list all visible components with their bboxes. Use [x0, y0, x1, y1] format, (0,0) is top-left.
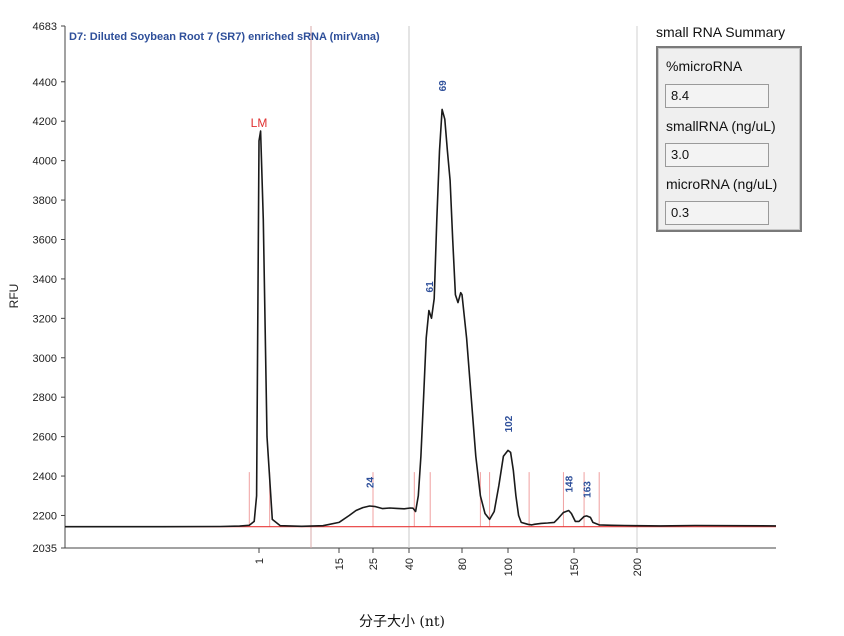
- y-tick-label: 3600: [33, 234, 57, 246]
- summary-value-microrna-percent: 8.4: [665, 84, 769, 108]
- y-tick-label: 4400: [33, 77, 57, 89]
- summary-label-smallrna-conc: smallRNA (ng/uL): [666, 118, 776, 134]
- y-tick-label: 2400: [33, 471, 57, 483]
- y-tick-label: 2800: [33, 392, 57, 404]
- y-tick-label: 3800: [33, 195, 57, 207]
- x-tick-label: 150: [569, 558, 581, 576]
- summary-label-microrna-percent: %microRNA: [666, 58, 743, 74]
- peak-label-61: 61: [425, 281, 436, 293]
- summary-value-microrna-conc: 0.3: [665, 201, 769, 225]
- x-tick-label: 200: [632, 558, 644, 576]
- y-tick-label: 2600: [33, 432, 57, 444]
- peak-labels: LM 24 61 69 102 148 163: [251, 80, 594, 498]
- peak-label-102: 102: [504, 415, 515, 432]
- summary-title: small RNA Summary: [656, 24, 786, 40]
- peak-label-148: 148: [565, 475, 576, 492]
- y-axis-label: RFU: [7, 284, 21, 309]
- peak-label-24: 24: [366, 476, 377, 488]
- summary-label-microrna-conc: microRNA (ng/uL): [666, 176, 778, 192]
- y-tick-label: 4200: [33, 116, 57, 128]
- chart-title: D7: Diluted Soybean Root 7 (SR7) enriche…: [69, 31, 380, 43]
- y-tick-label: 2200: [33, 510, 57, 522]
- size-marker-lines: [248, 472, 600, 527]
- x-tick-label: 40: [404, 558, 416, 570]
- peak-label-69: 69: [438, 80, 449, 92]
- summary-value-smallrna-conc: 3.0: [665, 143, 769, 167]
- small-rna-summary-panel: %microRNA 8.4 smallRNA (ng/uL) 3.0 micro…: [656, 46, 802, 232]
- x-tick-label: 25: [368, 558, 380, 570]
- x-tick-label: 80: [457, 558, 469, 570]
- x-axis-ticks: 1 15 25 40 80 100 150 200: [254, 548, 644, 576]
- y-tick-label: 3200: [33, 313, 57, 325]
- y-tick-label: 2035: [33, 543, 57, 555]
- x-tick-label: 15: [334, 558, 346, 570]
- y-tick-label: 4000: [33, 156, 57, 168]
- y-tick-label: 3000: [33, 353, 57, 365]
- peak-label-163: 163: [583, 481, 594, 498]
- peak-label-lm: LM: [251, 116, 268, 130]
- y-axis-ticks: 2035 2200 2400 2600 2800 3000 3200 3400 3600 3800…: [33, 21, 65, 555]
- y-tick-label: 4683: [33, 21, 57, 33]
- y-tick-label: 3400: [33, 274, 57, 286]
- rfu-trace-line: [65, 108, 777, 528]
- x-tick-label: 100: [503, 558, 515, 576]
- x-axis-label: 分子大小 (nt): [359, 614, 445, 630]
- x-tick-label: 1: [254, 558, 266, 564]
